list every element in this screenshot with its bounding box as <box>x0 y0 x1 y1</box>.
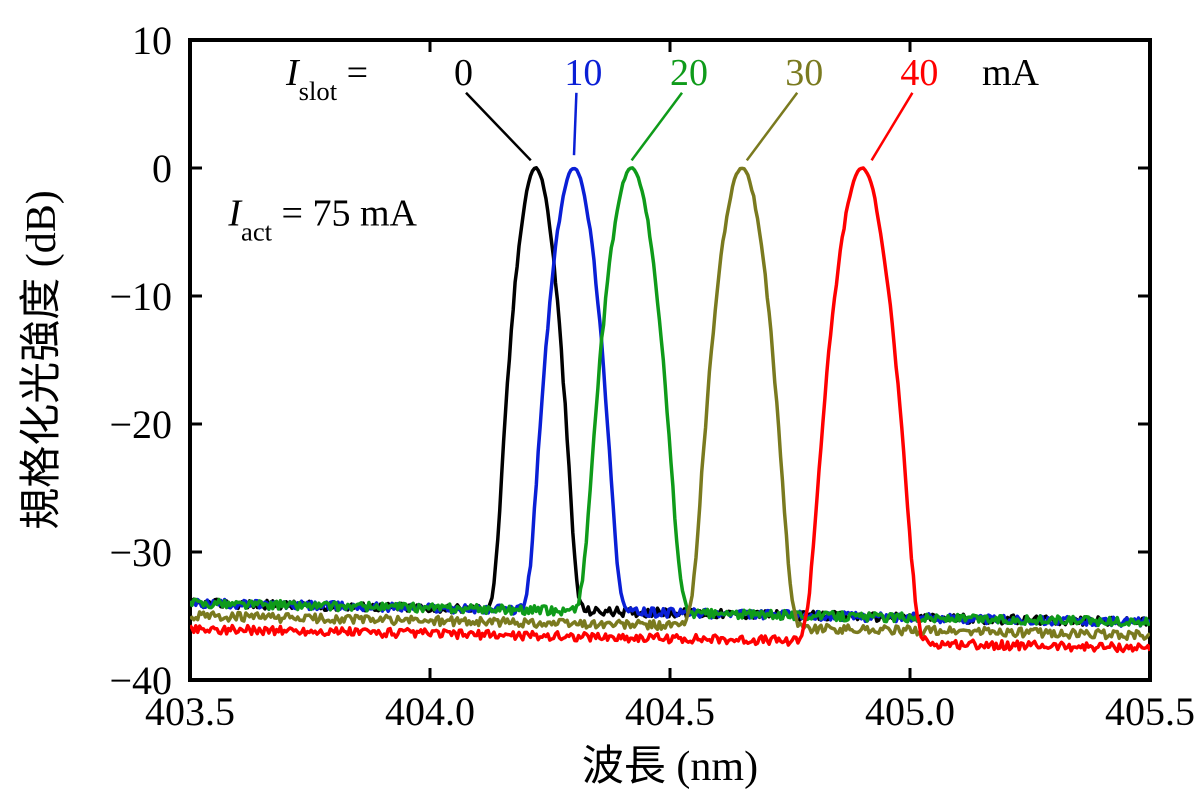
series-label: 0 <box>454 52 473 94</box>
series-label: 20 <box>670 52 708 94</box>
x-tick-label: 405.5 <box>1105 689 1195 734</box>
y-tick-label: −10 <box>109 274 172 319</box>
spectrum-chart: 403.5404.0404.5405.0405.5−40−30−20−10010… <box>0 0 1200 800</box>
y-tick-label: 10 <box>132 18 172 63</box>
y-tick-label: −20 <box>109 402 172 447</box>
y-tick-label: −40 <box>109 658 172 703</box>
x-tick-label: 404.5 <box>625 689 715 734</box>
y-tick-label: −30 <box>109 530 172 575</box>
y-axis-label: 規格化光強度 (dB) <box>19 190 65 530</box>
series-label: 40 <box>900 52 938 94</box>
x-tick-label: 405.0 <box>865 689 955 734</box>
series-label: 10 <box>564 52 602 94</box>
series-label: 30 <box>785 52 823 94</box>
x-tick-label: 404.0 <box>385 689 475 734</box>
x-axis-label: 波長 (nm) <box>582 744 758 790</box>
y-tick-label: 0 <box>152 146 172 191</box>
unit-label: mA <box>982 52 1040 94</box>
